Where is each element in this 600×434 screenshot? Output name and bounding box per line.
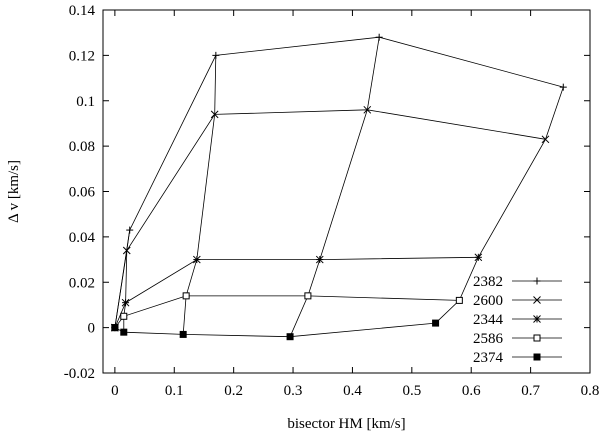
marker-shape <box>432 319 440 327</box>
y-tick-label: 0.04 <box>69 230 96 246</box>
x-tick-label: 0.3 <box>284 383 303 399</box>
legend-item: 2600 <box>473 293 562 309</box>
data-point-2344 <box>121 298 130 307</box>
legend-item: 2382 <box>473 274 562 290</box>
legend-label: 2586 <box>473 331 504 347</box>
legend-marker <box>533 296 541 304</box>
marker-stroke <box>210 110 219 119</box>
legend-item: 2374 <box>473 350 562 366</box>
x-tick-label: 0.4 <box>343 383 362 399</box>
legend-item: 2586 <box>473 331 562 347</box>
marker-stroke <box>541 135 550 144</box>
marker-shape <box>182 292 190 300</box>
legend-marker <box>533 334 541 342</box>
marker-shape <box>120 328 128 336</box>
data-point-2586 <box>120 312 128 320</box>
data-point-2382 <box>212 51 220 59</box>
marker-shape <box>533 353 541 361</box>
data-point-2382 <box>126 226 134 234</box>
legend-marker <box>533 353 541 361</box>
y-tick-label: 0.12 <box>69 48 95 64</box>
marker-stroke <box>315 255 324 264</box>
data-point-2586 <box>455 296 463 304</box>
legend-label: 2382 <box>473 274 503 290</box>
marker-shape <box>455 296 463 304</box>
data-point-2344 <box>474 253 483 262</box>
data-point-2586 <box>304 292 312 300</box>
data-point-2600 <box>210 110 219 119</box>
y-tick-label: 0.1 <box>76 94 95 110</box>
marker-shape <box>120 312 128 320</box>
marker-shape <box>179 330 187 338</box>
x-tick-label: 0.5 <box>402 383 421 399</box>
data-point-2586 <box>182 292 190 300</box>
legend-label: 2374 <box>473 350 504 366</box>
data-point-2600 <box>541 135 550 144</box>
series-markers <box>111 33 567 341</box>
y-tick-label: 0.06 <box>69 185 96 201</box>
data-point-2600 <box>122 246 131 255</box>
marker-shape <box>533 334 541 342</box>
marker-stroke <box>192 255 201 264</box>
data-point-2374 <box>120 328 128 336</box>
x-tick-label: 0.2 <box>224 383 243 399</box>
x-tick-label: 0.1 <box>165 383 184 399</box>
data-point-2382 <box>559 83 567 91</box>
marker-stroke <box>363 105 372 114</box>
y-axis-label: Δ v [km/s] <box>6 160 22 223</box>
axis-ticks <box>103 9 591 374</box>
x-tick-label: 0.6 <box>462 383 481 399</box>
y-tick-label: 0.02 <box>69 275 95 291</box>
data-point-2344 <box>192 255 201 264</box>
y-tick-label: 0.14 <box>69 3 96 19</box>
y-tick-label: -0.02 <box>64 366 95 382</box>
marker-stroke <box>474 253 483 262</box>
data-point-2374 <box>111 324 119 332</box>
data-point-2374 <box>432 319 440 327</box>
x-axis-label: bisector HM [km/s] <box>287 416 405 432</box>
tick-labels: 0 0.1 0.2 0.3 0.4 0.5 0.6 0.7 0.8 -0.02 0 0.02 0.04 0… <box>64 3 600 399</box>
marker-shape <box>304 292 312 300</box>
x-tick-label: 0.7 <box>521 383 540 399</box>
x-tick-label: 0.8 <box>581 383 600 399</box>
legend-label: 2600 <box>473 293 503 309</box>
legend: 2382 2600 2344 2586 2374 <box>473 274 562 366</box>
y-tick-label: 0 <box>88 321 96 337</box>
marker-shape <box>111 324 119 332</box>
legend-marker <box>533 277 541 285</box>
data-point-2374 <box>179 330 187 338</box>
legend-marker <box>533 315 541 323</box>
legend-item: 2344 <box>473 312 562 328</box>
marker-stroke <box>121 298 130 307</box>
y-tick-label: 0.08 <box>69 139 95 155</box>
legend-label: 2344 <box>473 312 504 328</box>
marker-stroke <box>533 315 541 323</box>
x-tick-label: 0 <box>111 383 119 399</box>
marker-shape <box>286 333 294 341</box>
marker-stroke <box>122 246 131 255</box>
data-point-2382 <box>375 33 383 41</box>
marker-stroke <box>533 296 541 304</box>
data-point-2344 <box>315 255 324 264</box>
data-point-2600 <box>363 105 372 114</box>
data-point-2374 <box>286 333 294 341</box>
